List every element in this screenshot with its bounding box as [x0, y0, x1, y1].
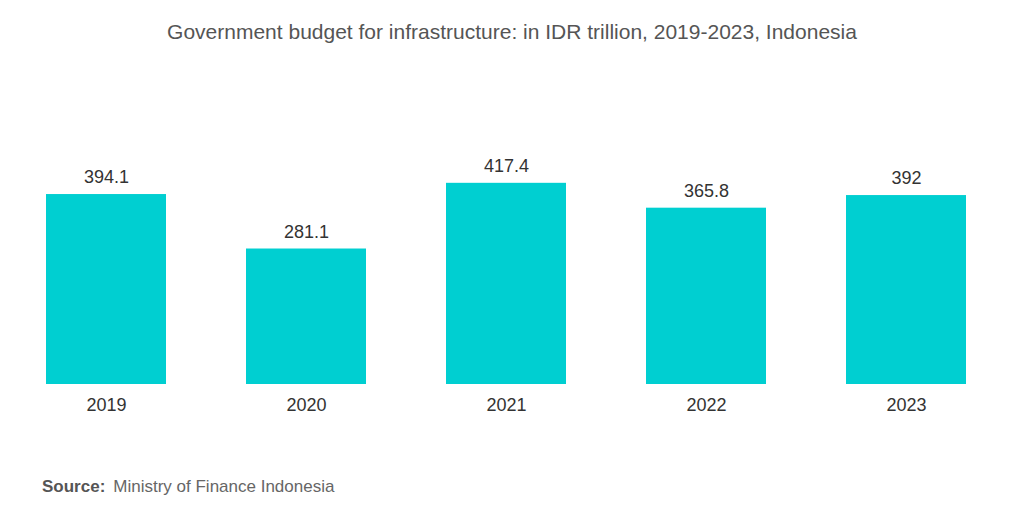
svg-text:2023: 2023	[886, 395, 926, 415]
html-text:Ministry of Finance Indonesia: Ministry of Finance Indonesia	[113, 477, 335, 496]
svg-text:2019: 2019	[86, 395, 126, 415]
svg-text:2020: 2020	[286, 395, 326, 415]
svg-text:2021: 2021	[486, 395, 526, 415]
svg-text:2022: 2022	[686, 395, 726, 415]
html-text:Source:: Source:	[42, 477, 106, 496]
svg-text:365.8: 365.8	[684, 181, 729, 201]
svg-text:281.1: 281.1	[284, 222, 329, 242]
svg-text:392: 392	[891, 168, 921, 188]
html-text:Government budget for infrastr: Government budget for infrastructure: in…	[167, 20, 857, 43]
svg-text:417.4: 417.4	[484, 156, 529, 176]
svg-text:394.1: 394.1	[84, 167, 129, 187]
